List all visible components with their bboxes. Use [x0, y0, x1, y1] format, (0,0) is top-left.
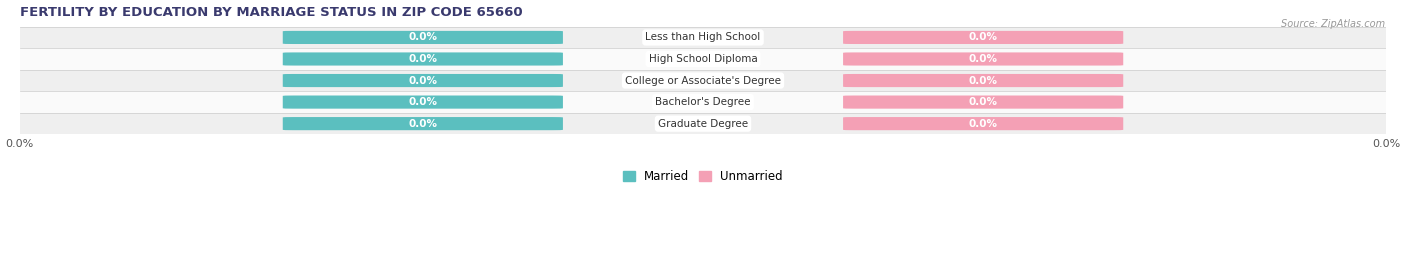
FancyBboxPatch shape [844, 31, 1123, 44]
FancyBboxPatch shape [283, 117, 562, 130]
Text: 0.0%: 0.0% [408, 76, 437, 86]
Text: 0.0%: 0.0% [969, 32, 998, 42]
FancyBboxPatch shape [283, 31, 562, 44]
Bar [20, 48, 1386, 70]
FancyBboxPatch shape [844, 117, 1123, 130]
Text: 0.0%: 0.0% [969, 119, 998, 129]
Text: Graduate Degree: Graduate Degree [658, 119, 748, 129]
FancyBboxPatch shape [844, 74, 1123, 87]
Text: 0.0%: 0.0% [408, 119, 437, 129]
FancyBboxPatch shape [844, 52, 1123, 66]
Bar [20, 91, 1386, 113]
FancyBboxPatch shape [283, 52, 562, 66]
Bar [20, 113, 1386, 134]
Text: FERTILITY BY EDUCATION BY MARRIAGE STATUS IN ZIP CODE 65660: FERTILITY BY EDUCATION BY MARRIAGE STATU… [20, 6, 522, 19]
Text: High School Diploma: High School Diploma [648, 54, 758, 64]
Text: 0.0%: 0.0% [408, 97, 437, 107]
Text: Bachelor's Degree: Bachelor's Degree [655, 97, 751, 107]
FancyBboxPatch shape [283, 74, 562, 87]
Bar [20, 27, 1386, 48]
Text: 0.0%: 0.0% [969, 97, 998, 107]
Text: 0.0%: 0.0% [408, 54, 437, 64]
Text: College or Associate's Degree: College or Associate's Degree [626, 76, 780, 86]
Bar [20, 70, 1386, 91]
Legend: Married, Unmarried: Married, Unmarried [619, 165, 787, 188]
FancyBboxPatch shape [844, 96, 1123, 109]
Text: Source: ZipAtlas.com: Source: ZipAtlas.com [1281, 19, 1385, 29]
Text: 0.0%: 0.0% [408, 32, 437, 42]
Text: 0.0%: 0.0% [969, 76, 998, 86]
FancyBboxPatch shape [283, 96, 562, 109]
Text: 0.0%: 0.0% [969, 54, 998, 64]
Text: Less than High School: Less than High School [645, 32, 761, 42]
